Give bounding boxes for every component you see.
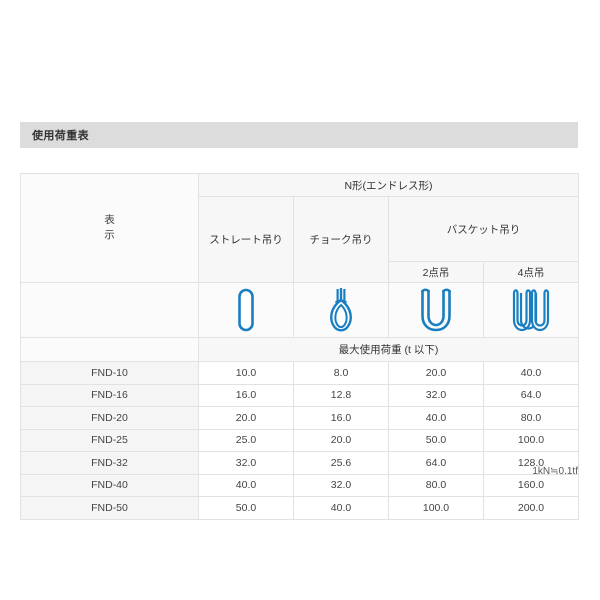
table-row: FND-10 10.0 8.0 20.0 40.0 xyxy=(20,361,580,385)
column-header-basket-group: バスケット吊り xyxy=(387,196,580,262)
icon-cell-straight xyxy=(198,282,294,338)
table-row: FND-20 20.0 16.0 40.0 80.0 xyxy=(20,406,580,430)
table-maxload-row: 最大使用荷重 (t 以下) xyxy=(20,337,580,362)
column-header-choke: チョーク吊り xyxy=(293,196,389,283)
row-straight: 16.0 xyxy=(198,383,294,407)
maxload-label-spacer xyxy=(20,337,199,362)
row-basket4: 100.0 xyxy=(482,428,580,452)
row-basket4: 200.0 xyxy=(482,496,580,520)
row-basket4: 40.0 xyxy=(482,361,580,385)
row-straight: 32.0 xyxy=(198,451,294,475)
load-capacity-table: 表 示 N形(エンドレス形) ストレート吊り チョーク吊り バスケット吊り 2点… xyxy=(20,173,580,520)
row-straight: 20.0 xyxy=(198,406,294,430)
row-model: FND-16 xyxy=(20,383,199,407)
row-choke: 40.0 xyxy=(293,496,389,520)
display-label-line2: 示 xyxy=(104,229,115,241)
row-model: FND-25 xyxy=(20,428,199,452)
basket-2point-sling-icon xyxy=(421,288,451,332)
table-row: FND-32 32.0 25.6 64.0 128.0 xyxy=(20,451,580,475)
unit-footnote: 1kN≒0.1tf xyxy=(532,466,578,477)
row-straight: 10.0 xyxy=(198,361,294,385)
column-header-basket-2point: 2点吊 xyxy=(388,261,484,283)
row-straight: 25.0 xyxy=(198,428,294,452)
row-basket2: 100.0 xyxy=(388,496,484,520)
table-row: FND-25 25.0 20.0 50.0 100.0 xyxy=(20,428,580,452)
row-basket2: 50.0 xyxy=(388,428,484,452)
row-choke: 12.8 xyxy=(293,383,389,407)
display-label-cell: 表 示 xyxy=(20,173,199,283)
row-choke: 25.6 xyxy=(293,451,389,475)
row-basket4: 160.0 xyxy=(482,473,580,497)
column-header-straight: ストレート吊り xyxy=(198,196,294,283)
table-header-row-basket-sub: 2点吊 4点吊 xyxy=(21,261,580,283)
row-basket2: 64.0 xyxy=(388,451,484,475)
row-basket4: 128.0 xyxy=(482,451,580,475)
icon-cell-label-spacer xyxy=(20,282,199,338)
section-header-title: 使用荷重表 xyxy=(32,130,89,142)
table-header-row-group: 表 示 N形(エンドレス形) xyxy=(20,173,580,283)
table-row: FND-40 40.0 32.0 80.0 160.0 xyxy=(20,473,580,497)
row-choke: 16.0 xyxy=(293,406,389,430)
row-model: FND-32 xyxy=(20,451,199,475)
row-model: FND-50 xyxy=(20,496,199,520)
row-straight: 40.0 xyxy=(198,473,294,497)
row-choke: 20.0 xyxy=(293,428,389,452)
row-basket2: 40.0 xyxy=(388,406,484,430)
table-icon-row xyxy=(20,282,580,338)
row-straight: 50.0 xyxy=(198,496,294,520)
table-row: FND-16 16.0 12.8 32.0 64.0 xyxy=(20,383,580,407)
straight-sling-icon xyxy=(238,288,254,332)
row-choke: 32.0 xyxy=(293,473,389,497)
group-header-n-type: N形(エンドレス形) xyxy=(197,173,580,197)
column-header-basket-4point: 4点吊 xyxy=(482,261,580,283)
section-header: 使用荷重表 xyxy=(20,122,578,148)
row-model: FND-20 xyxy=(20,406,199,430)
icon-cell-basket-2point xyxy=(388,282,484,338)
row-basket2: 32.0 xyxy=(388,383,484,407)
row-basket4: 64.0 xyxy=(482,383,580,407)
icon-cell-choke xyxy=(293,282,389,338)
choke-sling-icon xyxy=(330,288,352,332)
row-choke: 8.0 xyxy=(293,361,389,385)
row-basket4: 80.0 xyxy=(482,406,580,430)
row-basket2: 20.0 xyxy=(388,361,484,385)
row-model: FND-40 xyxy=(20,473,199,497)
basket-4point-sling-icon xyxy=(512,289,550,332)
max-load-header: 最大使用荷重 (t 以下) xyxy=(197,337,580,362)
table-row: FND-50 50.0 40.0 100.0 200.0 xyxy=(20,496,580,520)
row-model: FND-10 xyxy=(20,361,199,385)
row-basket2: 80.0 xyxy=(388,473,484,497)
display-label-line1: 表 xyxy=(104,213,115,226)
icon-cell-basket-4point xyxy=(482,282,580,338)
table-header-row-types: ストレート吊り チョーク吊り バスケット吊り xyxy=(21,196,580,283)
